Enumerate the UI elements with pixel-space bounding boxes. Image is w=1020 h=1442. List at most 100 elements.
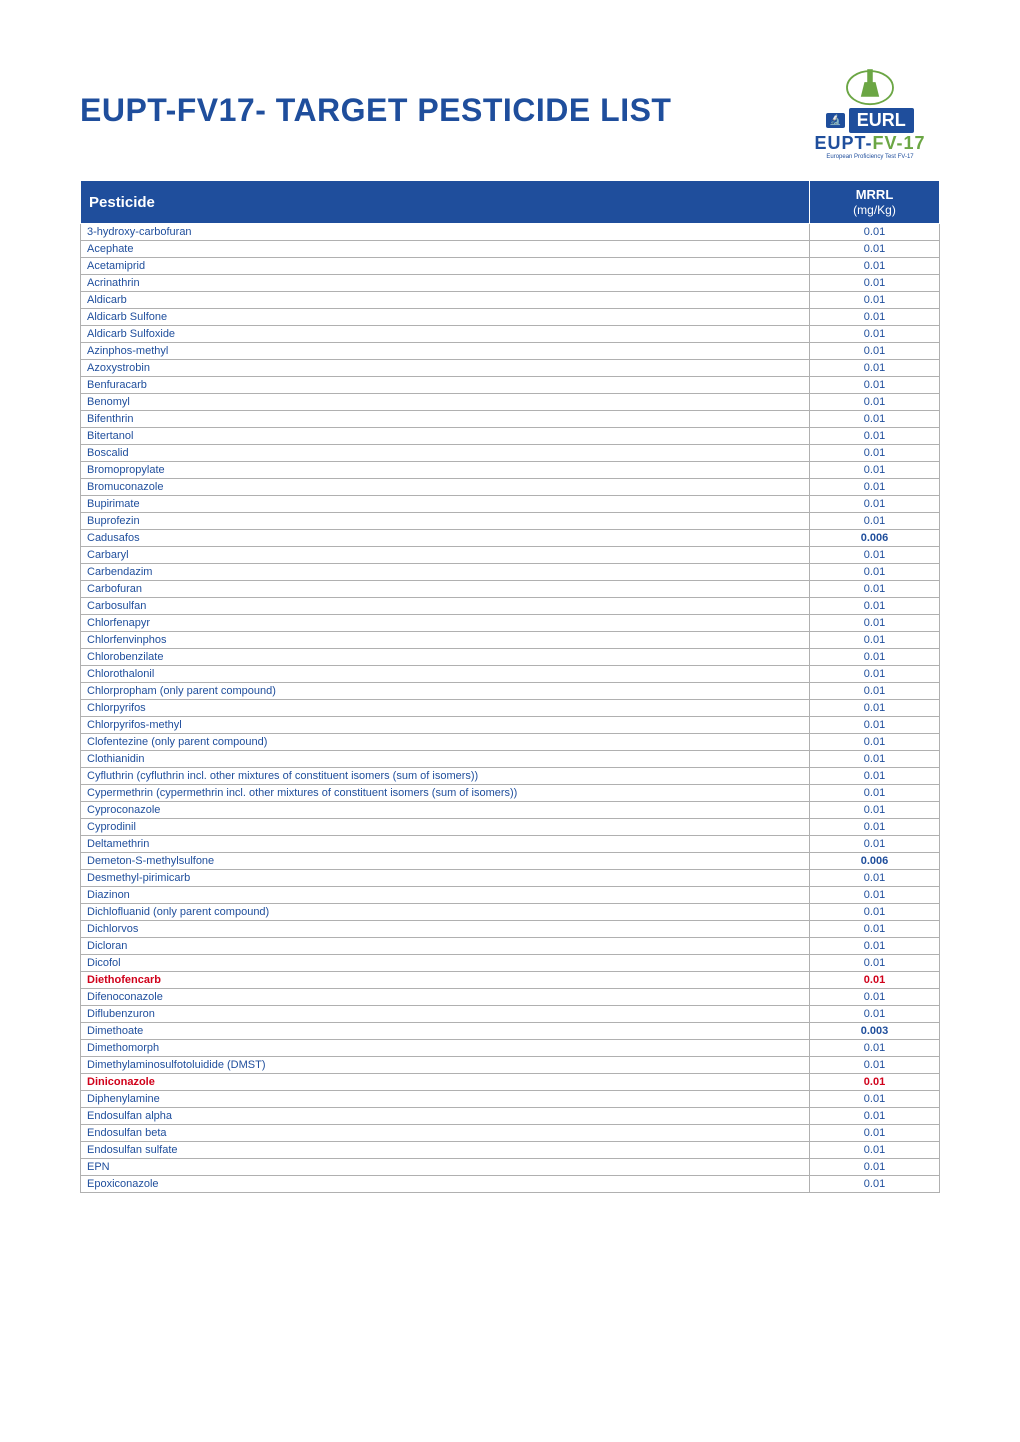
table-row: Diphenylamine0.01 — [81, 1091, 940, 1108]
pesticide-value: 0.01 — [810, 700, 940, 717]
table-row: Acrinathrin0.01 — [81, 275, 940, 292]
pesticide-name: Diethofencarb — [81, 972, 810, 989]
pesticide-name: Azoxystrobin — [81, 360, 810, 377]
pesticide-name: Bromuconazole — [81, 479, 810, 496]
pesticide-value: 0.01 — [810, 513, 940, 530]
pesticide-value: 0.01 — [810, 649, 940, 666]
pesticide-name: Endosulfan sulfate — [81, 1142, 810, 1159]
page-header: EUPT-FV17- TARGET PESTICIDE LIST 🔬 EURL … — [80, 60, 940, 160]
pesticide-name: Dimethylaminosulfotoluidide (DMST) — [81, 1057, 810, 1074]
pesticide-name: Bromopropylate — [81, 462, 810, 479]
pesticide-value: 0.01 — [810, 1108, 940, 1125]
table-row: Chlorfenvinphos0.01 — [81, 632, 940, 649]
table-row: Acephate0.01 — [81, 241, 940, 258]
table-row: Dichlofluanid (only parent compound)0.01 — [81, 904, 940, 921]
pesticide-value: 0.01 — [810, 836, 940, 853]
table-row: Benfuracarb0.01 — [81, 377, 940, 394]
pesticide-value: 0.01 — [810, 275, 940, 292]
pesticide-value: 0.01 — [810, 598, 940, 615]
pesticide-name: Chlorfenapyr — [81, 615, 810, 632]
pesticide-name: Cyprodinil — [81, 819, 810, 836]
pesticide-name: Acephate — [81, 241, 810, 258]
pesticide-name: Dichlofluanid (only parent compound) — [81, 904, 810, 921]
pesticide-value: 0.01 — [810, 802, 940, 819]
pesticide-name: Dimethomorph — [81, 1040, 810, 1057]
pesticide-name: Cypermethrin (cypermethrin incl. other m… — [81, 785, 810, 802]
table-row: Diethofencarb0.01 — [81, 972, 940, 989]
pesticide-value: 0.01 — [810, 462, 940, 479]
table-row: Desmethyl-pirimicarb0.01 — [81, 870, 940, 887]
pesticide-name: Carbofuran — [81, 581, 810, 598]
pesticide-value: 0.01 — [810, 870, 940, 887]
table-row: Cyfluthrin (cyfluthrin incl. other mixtu… — [81, 768, 940, 785]
pesticide-value: 0.01 — [810, 1006, 940, 1023]
pesticide-name: Bupirimate — [81, 496, 810, 513]
table-row: Cyprodinil0.01 — [81, 819, 940, 836]
logo-subtext: EUPT-FV-17 — [814, 133, 925, 154]
pesticide-value: 0.01 — [810, 734, 940, 751]
table-row: Carbosulfan0.01 — [81, 598, 940, 615]
table-row: Clothianidin0.01 — [81, 751, 940, 768]
pesticide-name: Dicofol — [81, 955, 810, 972]
pesticide-name: Diflubenzuron — [81, 1006, 810, 1023]
table-row: Azoxystrobin0.01 — [81, 360, 940, 377]
pesticide-value: 0.01 — [810, 479, 940, 496]
pesticide-value: 0.01 — [810, 955, 940, 972]
table-body: 3-hydroxy-carbofuran0.01Acephate0.01Acet… — [81, 224, 940, 1193]
table-row: Dimethoate0.003 — [81, 1023, 940, 1040]
table-row: Chlorpyrifos-methyl0.01 — [81, 717, 940, 734]
table-row: Cypermethrin (cypermethrin incl. other m… — [81, 785, 940, 802]
pesticide-value: 0.01 — [810, 1142, 940, 1159]
table-row: Difenoconazole0.01 — [81, 989, 940, 1006]
pesticide-table: Pesticide MRRL (mg/Kg) 3-hydroxy-carbofu… — [80, 180, 940, 1193]
pesticide-name: Chlorpyrifos-methyl — [81, 717, 810, 734]
pesticide-value: 0.01 — [810, 904, 940, 921]
logo-eurl-text: EURL — [849, 108, 914, 133]
pesticide-value: 0.01 — [810, 1074, 940, 1091]
pesticide-name: Desmethyl-pirimicarb — [81, 870, 810, 887]
table-row: Chlorothalonil0.01 — [81, 666, 940, 683]
table-header-row: Pesticide MRRL (mg/Kg) — [81, 181, 940, 224]
table-row: Buprofezin0.01 — [81, 513, 940, 530]
table-row: Acetamiprid0.01 — [81, 258, 940, 275]
pesticide-name: Buprofezin — [81, 513, 810, 530]
table-row: Clofentezine (only parent compound)0.01 — [81, 734, 940, 751]
pesticide-value: 0.01 — [810, 819, 940, 836]
pesticide-value: 0.01 — [810, 547, 940, 564]
pesticide-name: Boscalid — [81, 445, 810, 462]
pesticide-name: Benomyl — [81, 394, 810, 411]
pesticide-name: Epoxiconazole — [81, 1176, 810, 1193]
header-mrrl: MRRL (mg/Kg) — [810, 181, 940, 224]
pesticide-value: 0.006 — [810, 853, 940, 870]
table-row: Aldicarb Sulfoxide0.01 — [81, 326, 940, 343]
table-row: Aldicarb Sulfone0.01 — [81, 309, 940, 326]
pesticide-value: 0.01 — [810, 343, 940, 360]
pesticide-value: 0.01 — [810, 1125, 940, 1142]
pesticide-value: 0.01 — [810, 751, 940, 768]
table-row: Benomyl0.01 — [81, 394, 940, 411]
pesticide-name: Aldicarb — [81, 292, 810, 309]
table-row: Endosulfan sulfate0.01 — [81, 1142, 940, 1159]
pesticide-value: 0.01 — [810, 1091, 940, 1108]
table-row: Endosulfan beta0.01 — [81, 1125, 940, 1142]
pesticide-name: Dicloran — [81, 938, 810, 955]
table-row: Dimethomorph0.01 — [81, 1040, 940, 1057]
table-row: Diazinon0.01 — [81, 887, 940, 904]
logo-subtext-eupt: EUPT- — [814, 133, 872, 153]
pesticide-name: Diphenylamine — [81, 1091, 810, 1108]
table-row: Bifenthrin0.01 — [81, 411, 940, 428]
logo: 🔬 EURL EUPT-FV-17 European Proficiency T… — [800, 60, 940, 160]
pesticide-name: Clofentezine (only parent compound) — [81, 734, 810, 751]
pesticide-value: 0.01 — [810, 666, 940, 683]
pesticide-name: Chlorpyrifos — [81, 700, 810, 717]
table-row: Chlorobenzilate0.01 — [81, 649, 940, 666]
pesticide-value: 0.01 — [810, 224, 940, 241]
table-row: Chlorfenapyr0.01 — [81, 615, 940, 632]
pesticide-value: 0.01 — [810, 768, 940, 785]
logo-eurl-row: 🔬 EURL — [826, 108, 913, 133]
pesticide-value: 0.01 — [810, 921, 940, 938]
pesticide-name: Bifenthrin — [81, 411, 810, 428]
table-row: Bromopropylate0.01 — [81, 462, 940, 479]
pesticide-name: Cyfluthrin (cyfluthrin incl. other mixtu… — [81, 768, 810, 785]
table-row: Chlorpyrifos0.01 — [81, 700, 940, 717]
